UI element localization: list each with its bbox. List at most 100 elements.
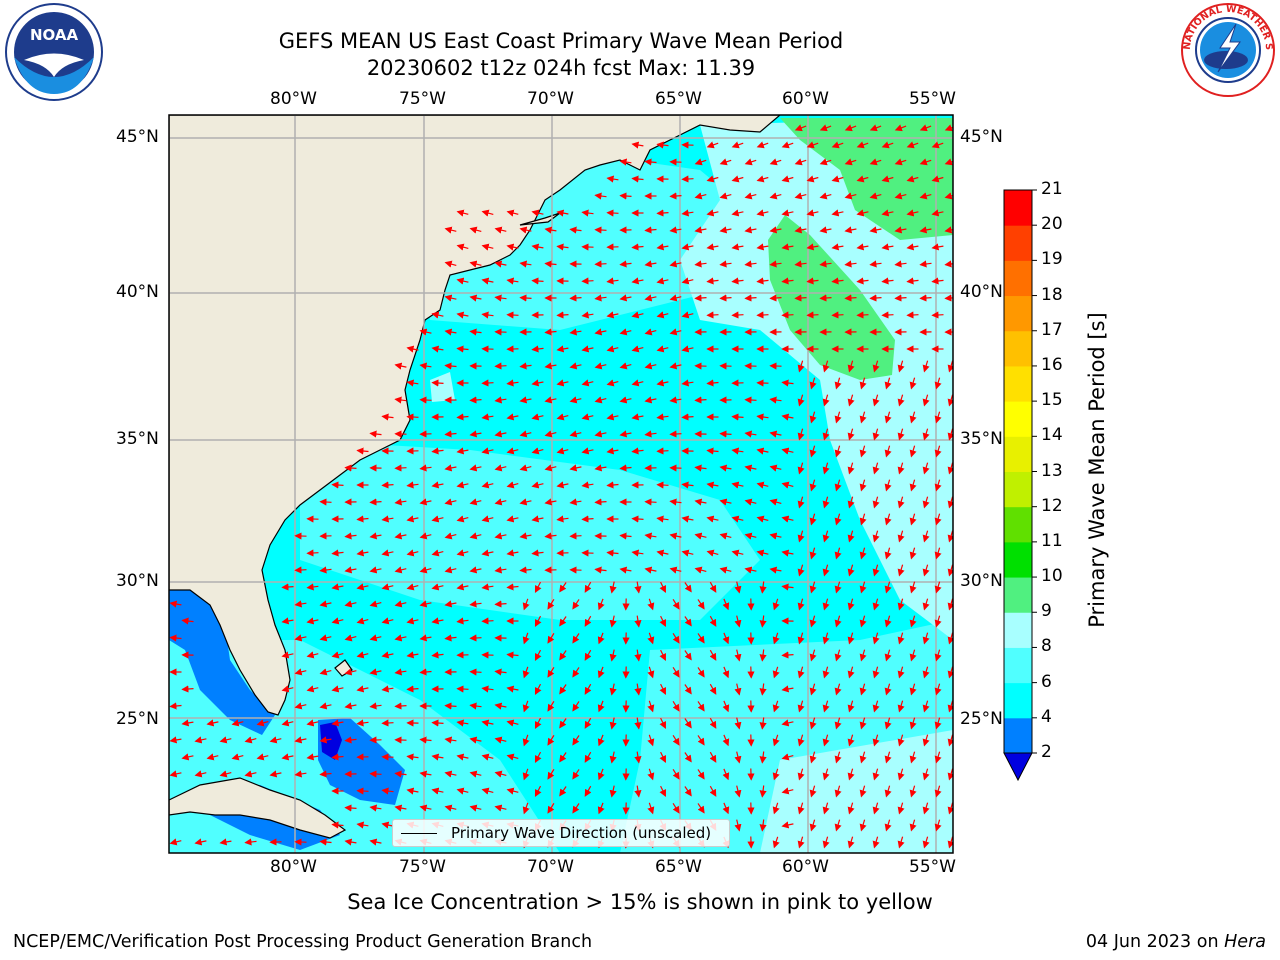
wave-direction-arrow xyxy=(872,768,880,781)
wave-direction-arrow xyxy=(731,549,744,557)
wave-direction-arrow xyxy=(781,549,794,557)
wave-direction-arrow xyxy=(822,598,830,611)
wave-direction-arrow xyxy=(369,668,382,676)
colorbar-segment xyxy=(1004,612,1032,648)
wave-direction-arrow xyxy=(559,616,567,627)
wave-direction-arrow xyxy=(619,396,632,404)
wave-direction-arrow xyxy=(659,717,666,729)
colorbar-tick-label: 16 xyxy=(1041,354,1063,375)
wave-direction-arrow xyxy=(869,294,882,302)
wave-direction-arrow xyxy=(569,532,582,540)
wave-direction-arrow xyxy=(581,413,594,421)
wave-direction-arrow xyxy=(706,175,719,183)
wave-direction-arrow xyxy=(847,802,855,815)
wave-direction-arrow xyxy=(944,192,953,200)
legend-line-icon xyxy=(401,832,437,834)
wave-direction-arrow xyxy=(169,702,182,710)
wave-direction-arrow xyxy=(909,819,917,832)
wave-direction-arrow xyxy=(331,719,344,727)
wave-direction-arrow xyxy=(822,428,830,441)
wave-direction-arrow xyxy=(834,411,842,424)
wave-direction-arrow xyxy=(344,566,357,574)
wave-direction-arrow xyxy=(884,479,892,492)
wave-direction-arrow xyxy=(294,634,307,642)
wave-direction-arrow xyxy=(781,277,794,285)
wave-direction-arrow xyxy=(419,634,432,642)
wave-direction-arrow xyxy=(431,345,444,353)
wave-direction-arrow xyxy=(756,209,769,217)
wave-direction-arrow xyxy=(744,260,757,268)
wave-direction-arrow xyxy=(834,377,842,390)
wave-direction-arrow xyxy=(394,634,407,642)
lon-label: 80°W xyxy=(270,857,317,877)
wave-direction-arrow xyxy=(306,583,319,591)
wave-direction-arrow xyxy=(544,226,557,234)
wave-direction-arrow xyxy=(884,785,892,798)
wave-direction-arrow xyxy=(581,345,594,353)
wave-direction-arrow xyxy=(481,379,494,387)
wave-direction-arrow xyxy=(781,583,794,591)
wave-direction-arrow xyxy=(619,430,632,438)
wave-direction-arrow xyxy=(947,462,953,475)
wave-direction-arrow xyxy=(419,362,432,370)
wave-direction-arrow xyxy=(494,226,507,234)
wave-direction-arrow xyxy=(469,226,482,234)
wave-direction-arrow xyxy=(669,260,682,268)
wave-direction-arrow xyxy=(719,158,732,166)
wave-direction-arrow xyxy=(797,564,805,577)
wave-direction-arrow xyxy=(569,328,582,336)
wave-direction-arrow xyxy=(881,141,894,149)
wave-direction-arrow xyxy=(606,447,619,455)
wave-direction-arrow xyxy=(594,362,607,370)
wave-direction-arrow xyxy=(531,515,544,523)
wave-direction-arrow xyxy=(806,243,819,251)
wave-direction-arrow xyxy=(244,838,257,846)
wave-direction-arrow xyxy=(731,515,744,523)
wave-direction-arrow xyxy=(344,736,357,744)
wave-direction-arrow xyxy=(544,464,557,472)
lon-label: 60°W xyxy=(782,857,829,877)
wave-direction-arrow xyxy=(319,702,332,710)
wave-direction-arrow xyxy=(859,717,867,730)
wave-direction-arrow xyxy=(494,396,507,404)
wave-direction-arrow xyxy=(494,294,507,302)
wave-direction-arrow xyxy=(631,549,644,557)
wave-direction-arrow xyxy=(769,396,782,404)
wave-direction-arrow xyxy=(594,430,607,438)
wave-direction-arrow xyxy=(619,362,632,370)
wave-direction-arrow xyxy=(456,311,469,319)
wave-direction-arrow xyxy=(356,447,369,455)
colorbar-segment xyxy=(1004,365,1032,402)
wave-direction-arrow xyxy=(494,770,507,778)
colorbar-title: Primary Wave Mean Period [s] xyxy=(1085,312,1109,628)
lat-label: 25°N xyxy=(116,709,159,729)
wave-direction-arrow xyxy=(456,515,469,523)
wave-direction-arrow xyxy=(631,413,644,421)
wave-direction-arrow xyxy=(394,600,407,608)
wave-direction-arrow xyxy=(659,683,666,695)
wave-direction-arrow xyxy=(519,532,532,540)
wave-direction-arrow xyxy=(919,294,932,302)
lat-label: 40°N xyxy=(960,282,1003,302)
wave-direction-arrow xyxy=(559,786,567,797)
wave-direction-arrow xyxy=(684,684,692,695)
wave-direction-arrow xyxy=(381,685,394,693)
wave-direction-arrow xyxy=(859,615,867,628)
wave-direction-arrow xyxy=(897,836,905,849)
wave-direction-arrow xyxy=(734,581,742,594)
colorbar-tick-label: 9 xyxy=(1041,601,1052,622)
wave-direction-arrow xyxy=(547,700,555,712)
wave-direction-arrow xyxy=(506,379,519,387)
wave-direction-arrow xyxy=(631,311,644,319)
wave-direction-arrow xyxy=(494,702,507,710)
wave-direction-arrow xyxy=(619,158,632,166)
wave-direction-arrow xyxy=(631,243,644,251)
colorbar-segment xyxy=(1004,577,1032,613)
wave-direction-arrow xyxy=(481,617,494,625)
wave-direction-arrow xyxy=(406,379,419,387)
wave-direction-arrow xyxy=(772,700,780,713)
wave-direction-arrow xyxy=(656,311,669,319)
wave-direction-arrow xyxy=(781,787,794,795)
wave-direction-arrow xyxy=(697,803,705,814)
wave-direction-arrow xyxy=(684,786,692,797)
